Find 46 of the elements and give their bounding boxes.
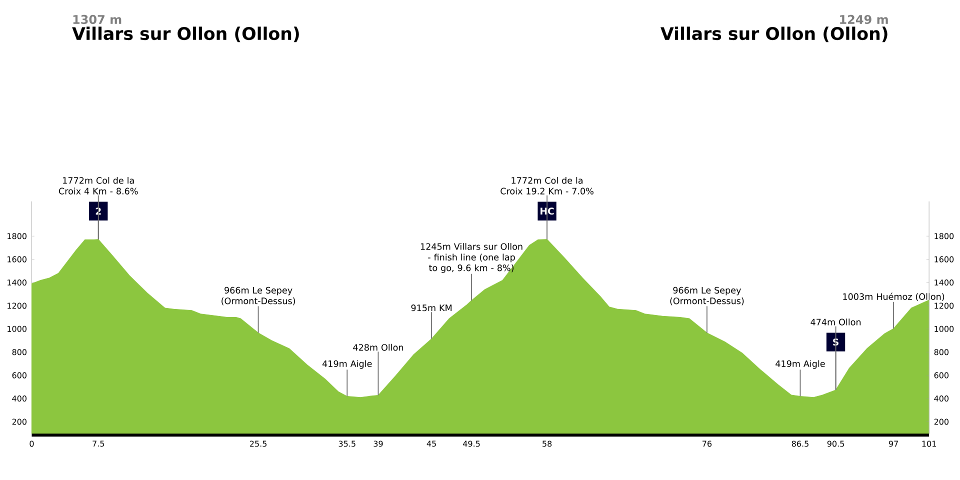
- annotation: 1772m Col de la Croix 19.2 Km - 7.0%: [500, 176, 594, 194]
- text: 1249 m: [840, 14, 888, 24]
- annotation: HC: [540, 208, 554, 215]
- y2-tick-label: 1800: [8, 233, 26, 240]
- x-tick-label: 90.5: [827, 440, 844, 447]
- y2-tick-label: 800: [12, 349, 26, 356]
- x-tick-label: 7.5: [92, 440, 104, 447]
- y-tick-label: 1400: [934, 279, 954, 286]
- y-tick-label: 1800: [934, 233, 954, 240]
- annotation: 966m Le Sepey (Ormont-Dessus): [670, 286, 744, 306]
- y2-tick-label: 200: [12, 418, 26, 425]
- annotation: 419m Aigle: [322, 360, 372, 369]
- y-tick-label: 200: [934, 418, 949, 425]
- x-tick-label: 86.5: [792, 440, 808, 447]
- y2-tick-label: 1200: [8, 302, 26, 309]
- x-tick-label: 25.5: [250, 440, 266, 447]
- y-tick-label: 400: [934, 395, 949, 402]
- annotation: 474m Ollon: [810, 318, 861, 326]
- y2-tick-label: 400: [12, 395, 26, 402]
- annotation: 1003m Huémoz (Ollon): [843, 292, 944, 301]
- text: Villars sur Ollon (Ollon): [660, 26, 888, 42]
- annotation: 419m Aigle: [776, 360, 825, 369]
- y2-tick-label: 1600: [8, 256, 26, 262]
- annotation: 428m Ollon: [353, 344, 404, 351]
- y2-tick-label: 1400: [8, 279, 26, 286]
- x-tick-label: 49.5: [463, 440, 480, 447]
- y2-tick-label: 600: [12, 372, 26, 378]
- annotation: 966m Le Sepey (Ormont-Dessus): [222, 286, 296, 306]
- x-tick-label: 58: [542, 440, 552, 447]
- x-tick-label: 35.5: [338, 440, 356, 447]
- text: 1307 m: [73, 14, 122, 24]
- y-tick-label: 1200: [934, 302, 954, 309]
- annotation: 1772m Col de la Croix 4 Km - 8.6%: [58, 176, 138, 194]
- x-tick-label: 0: [30, 440, 34, 447]
- text: Villars sur Ollon (Ollon): [72, 26, 299, 42]
- x-tick-label: 101: [922, 440, 936, 447]
- annotation: 915m KM: [411, 304, 452, 312]
- y-tick-label: 1000: [934, 326, 954, 332]
- y-tick-label: 600: [934, 372, 949, 378]
- x-tick-label: 76: [702, 440, 712, 447]
- x-tick-label: 39: [374, 440, 383, 447]
- y-tick-label: 1600: [934, 256, 954, 262]
- x-tick-label: 97: [888, 440, 898, 447]
- y-tick-label: 800: [934, 349, 949, 356]
- x-tick-label: 45: [426, 440, 436, 447]
- y2-tick-label: 1000: [8, 326, 26, 332]
